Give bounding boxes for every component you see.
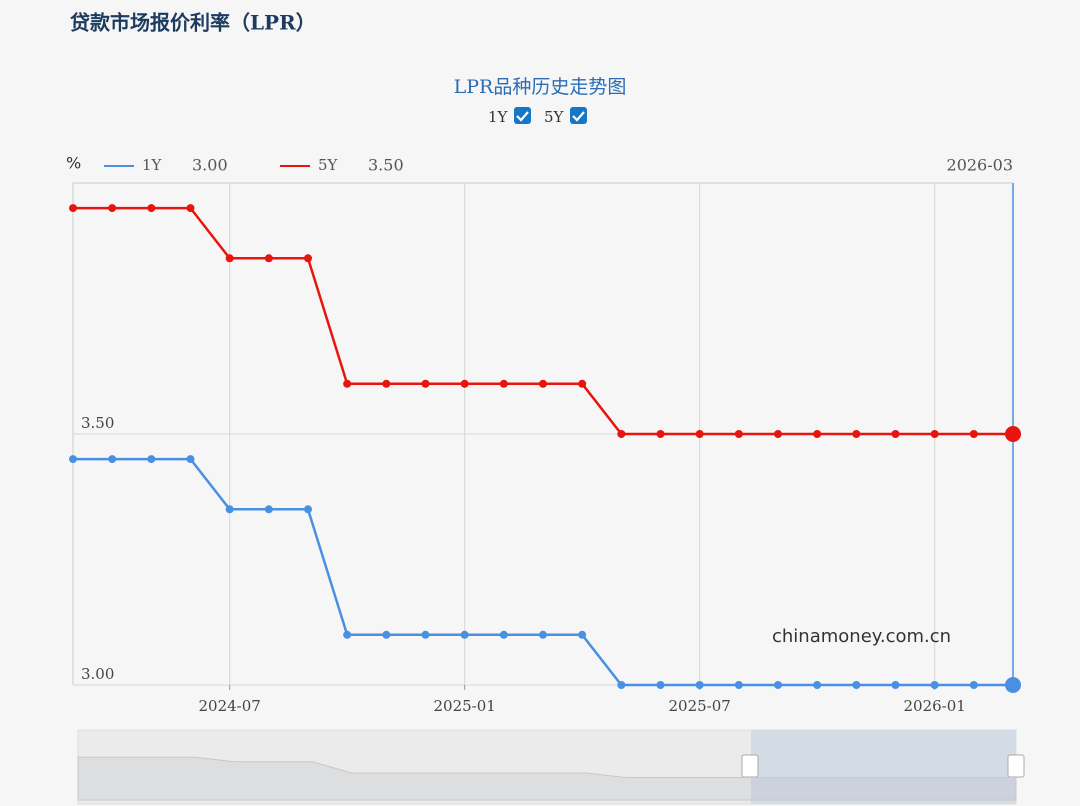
data-point bbox=[656, 430, 665, 438]
data-point bbox=[656, 681, 665, 689]
data-point bbox=[382, 379, 391, 388]
data-point bbox=[69, 455, 77, 464]
data-point bbox=[421, 379, 430, 388]
checkmark bbox=[572, 111, 585, 122]
data-point bbox=[891, 430, 900, 438]
data-point bbox=[734, 430, 743, 438]
data-point bbox=[343, 379, 352, 388]
data-point bbox=[774, 430, 782, 438]
data-point bbox=[617, 430, 626, 438]
data-point bbox=[1005, 426, 1021, 442]
data-point bbox=[852, 430, 861, 438]
data-point bbox=[186, 204, 195, 213]
data-point bbox=[147, 204, 156, 213]
y-unit: % bbox=[66, 154, 81, 173]
data-point bbox=[891, 681, 900, 689]
y-tick-label: 3.00 bbox=[81, 665, 114, 683]
data-point bbox=[930, 430, 939, 438]
x-tick-label: 2026-01 bbox=[903, 697, 965, 715]
x-tick-label: 2025-07 bbox=[668, 697, 730, 715]
legend-value: 3.50 bbox=[368, 156, 404, 175]
data-point bbox=[499, 379, 508, 388]
data-point bbox=[1005, 677, 1021, 693]
data-point bbox=[343, 630, 352, 639]
data-point bbox=[460, 630, 469, 639]
cursor-label: 2026-03 bbox=[947, 156, 1013, 175]
checkbox[interactable] bbox=[514, 107, 531, 124]
toggle-label: 5Y bbox=[544, 108, 565, 126]
data-point bbox=[969, 681, 978, 689]
data-point bbox=[695, 430, 704, 438]
x-tick-label: 2024-07 bbox=[198, 697, 260, 715]
y-tick-label: 3.50 bbox=[81, 414, 114, 432]
data-point bbox=[734, 681, 743, 689]
data-point bbox=[421, 630, 430, 639]
data-point bbox=[382, 630, 391, 639]
data-point bbox=[460, 379, 469, 388]
series-toggles: 1Y 5Y bbox=[488, 107, 587, 126]
data-point bbox=[813, 430, 822, 438]
data-point bbox=[264, 505, 273, 514]
data-point bbox=[539, 630, 547, 639]
data-point bbox=[539, 379, 547, 388]
data-point bbox=[695, 681, 704, 689]
zoom-handle[interactable] bbox=[1007, 754, 1025, 778]
data-point bbox=[930, 681, 939, 689]
legend-label: 5Y bbox=[318, 156, 339, 174]
data-point bbox=[499, 630, 508, 639]
data-point bbox=[578, 379, 587, 388]
zoom-window bbox=[751, 730, 1016, 804]
data-point bbox=[852, 681, 861, 689]
data-point bbox=[774, 681, 782, 689]
data-point bbox=[225, 505, 234, 514]
page-title: 贷款市场报价利率（LPR） bbox=[70, 11, 316, 35]
data-point bbox=[969, 430, 978, 438]
slider-preview bbox=[77, 756, 1017, 801]
legend-value: 3.00 bbox=[192, 156, 228, 175]
data-point bbox=[69, 204, 77, 213]
x-tick-label: 2025-01 bbox=[433, 697, 495, 715]
data-point bbox=[186, 455, 195, 464]
zoom-handle[interactable] bbox=[741, 754, 759, 778]
data-point bbox=[813, 681, 822, 689]
checkmark bbox=[516, 111, 529, 122]
data-point bbox=[264, 254, 273, 263]
data-point bbox=[108, 204, 117, 213]
data-point bbox=[147, 455, 156, 464]
data-point bbox=[304, 254, 312, 263]
data-point bbox=[617, 681, 626, 689]
toggle-label: 1Y bbox=[488, 108, 509, 126]
data-point bbox=[578, 630, 587, 639]
data-point bbox=[225, 254, 234, 263]
legend-label: 1Y bbox=[142, 156, 163, 174]
data-point bbox=[304, 505, 312, 514]
checkbox[interactable] bbox=[570, 107, 587, 124]
watermark: chinamoney.com.cn bbox=[772, 626, 951, 647]
chart-title: LPR品种历史走势图 bbox=[454, 76, 627, 98]
data-point bbox=[108, 455, 117, 464]
